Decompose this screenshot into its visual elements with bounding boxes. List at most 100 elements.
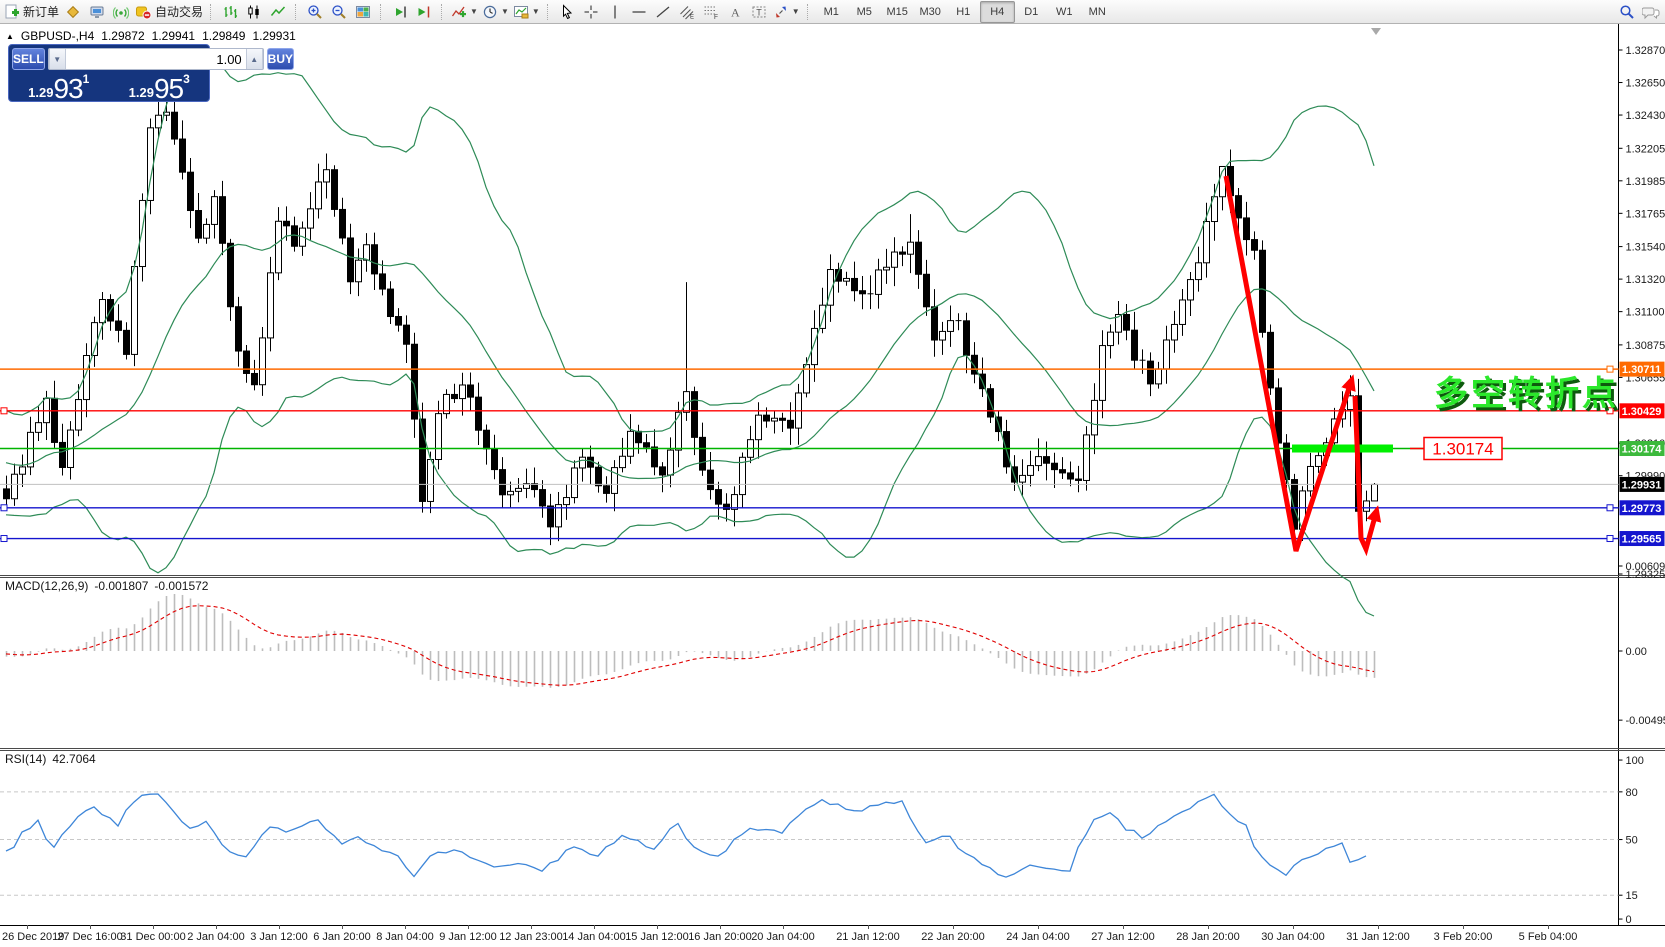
svg-text:3 Feb 20:00: 3 Feb 20:00 bbox=[1434, 931, 1493, 943]
macd-value-1: -0.001807 bbox=[94, 579, 149, 593]
svg-text:2 Jan 04:00: 2 Jan 04:00 bbox=[187, 931, 245, 943]
horizontal-line-1.29565[interactable] bbox=[0, 535, 1619, 543]
ohlc-low: 1.29849 bbox=[202, 29, 246, 43]
buy-price-pip: 3 bbox=[183, 72, 190, 86]
buy-price[interactable]: 1.29 95 3 bbox=[113, 72, 207, 103]
autotrading-label: 自动交易 bbox=[155, 5, 204, 19]
ohlc-high: 1.29941 bbox=[151, 29, 196, 43]
svg-text:1.29931: 1.29931 bbox=[1622, 479, 1662, 491]
svg-text:100: 100 bbox=[1626, 755, 1644, 767]
autotrading-button[interactable]: 自动交易 bbox=[133, 2, 205, 22]
terminal-button[interactable] bbox=[85, 2, 109, 22]
gold-diamond-icon bbox=[65, 4, 81, 20]
candlestick-chart-button[interactable] bbox=[242, 2, 266, 22]
zoom-in-button[interactable] bbox=[303, 2, 327, 22]
svg-text:27 Dec 16:00: 27 Dec 16:00 bbox=[57, 931, 122, 943]
cursor-button[interactable] bbox=[555, 2, 579, 22]
macd-histogram bbox=[5, 594, 1376, 688]
bar-chart-button[interactable] bbox=[218, 2, 242, 22]
svg-text:1.32430: 1.32430 bbox=[1626, 110, 1665, 122]
svg-text:1.31985: 1.31985 bbox=[1626, 176, 1665, 188]
signals-button[interactable] bbox=[109, 2, 133, 22]
templates-button[interactable]: ▼ bbox=[511, 2, 542, 22]
rsi-header: RSI(14) 42.7064 bbox=[5, 752, 96, 766]
one-click-trading-panel: SELL ▼ ▲ BUY 1.29 93 1 1.29 95 3 bbox=[8, 44, 295, 103]
horizontal-line-1.29773[interactable] bbox=[0, 504, 1619, 512]
tab-timeframe-d1[interactable]: D1 bbox=[1024, 5, 1039, 18]
arrows-icon bbox=[773, 4, 789, 20]
volume-input[interactable] bbox=[65, 49, 246, 69]
gold-symbol-button[interactable] bbox=[61, 2, 85, 22]
svg-text:1.30174: 1.30174 bbox=[1432, 440, 1493, 459]
text-button[interactable]: A bbox=[723, 2, 747, 22]
horizontal-line-button[interactable] bbox=[627, 2, 651, 22]
svg-text:1.29565: 1.29565 bbox=[1622, 534, 1662, 546]
trendline-button[interactable] bbox=[651, 2, 675, 22]
macd-axis[interactable]: 0.00609 0.00 -0.004954 bbox=[1618, 561, 1665, 727]
svg-text:21 Jan 12:00: 21 Jan 12:00 bbox=[836, 931, 900, 943]
tab-timeframe-m1[interactable]: M1 bbox=[823, 5, 839, 18]
candlestick-chart bbox=[3, 95, 1378, 552]
svg-text:1.30711: 1.30711 bbox=[1622, 364, 1661, 376]
signal-icon bbox=[113, 4, 130, 20]
svg-text:12 Jan 23:00: 12 Jan 23:00 bbox=[499, 931, 563, 943]
periods-button[interactable]: ▼ bbox=[480, 2, 511, 22]
tab-timeframe-h1[interactable]: H1 bbox=[956, 5, 971, 18]
chart-frame bbox=[0, 24, 1665, 947]
svg-text:20 Jan 04:00: 20 Jan 04:00 bbox=[751, 931, 815, 943]
volume-increase-button[interactable]: ▲ bbox=[245, 49, 263, 69]
indicators-button[interactable]: ▼ bbox=[449, 2, 480, 22]
tile-windows-button[interactable] bbox=[351, 2, 375, 22]
new-order-label: 新订单 bbox=[23, 5, 60, 19]
tab-timeframe-mn[interactable]: MN bbox=[1088, 5, 1106, 18]
chart-shift-button[interactable] bbox=[412, 2, 436, 22]
svg-text:1.30429: 1.30429 bbox=[1622, 406, 1662, 418]
fibonacci-button[interactable]: F bbox=[699, 2, 723, 22]
ohlc-open: 1.29872 bbox=[101, 29, 145, 43]
tab-timeframe-h4[interactable]: H4 bbox=[979, 0, 1015, 23]
zoom-out-button[interactable] bbox=[327, 2, 351, 22]
vertical-line-button[interactable] bbox=[603, 2, 627, 22]
auto-scroll-button[interactable] bbox=[388, 2, 412, 22]
buy-button[interactable]: BUY bbox=[266, 48, 295, 70]
text-label-button[interactable]: T bbox=[747, 2, 771, 22]
toolbar-separator bbox=[806, 3, 810, 20]
tab-timeframe-m5[interactable]: M5 bbox=[856, 5, 872, 18]
svg-text:6 Jan 20:00: 6 Jan 20:00 bbox=[313, 931, 371, 943]
crosshair-button[interactable] bbox=[579, 2, 603, 22]
arrows-button[interactable]: ▼ bbox=[771, 2, 802, 22]
zoom-in-icon bbox=[307, 4, 323, 20]
chart-shift-marker bbox=[1371, 28, 1381, 35]
svg-text:多空转折点: 多空转折点 bbox=[1434, 375, 1619, 413]
horizontal-line-1.30711[interactable] bbox=[0, 365, 1619, 373]
line-chart-button[interactable] bbox=[266, 2, 290, 22]
auto-scroll-icon bbox=[392, 4, 408, 20]
macd-header: MACD(12,26,9) -0.001807 -0.001572 bbox=[5, 579, 208, 593]
tab-timeframe-m30[interactable]: M30 bbox=[919, 5, 941, 18]
tab-timeframe-w1[interactable]: W1 bbox=[1055, 5, 1073, 18]
price-callout[interactable]: 1.30174 bbox=[1410, 436, 1503, 461]
tab-timeframe-m15[interactable]: M15 bbox=[886, 5, 908, 18]
rsi-axis[interactable]: 100 80 50 15 0 bbox=[1618, 755, 1644, 926]
red-trend-arrows[interactable] bbox=[1223, 175, 1382, 557]
macd-value-2: -0.001572 bbox=[154, 579, 209, 593]
horizontal-line-1.30429[interactable] bbox=[0, 407, 1619, 415]
chart-window-title: ▲ GBPUSD-,H4 1.29872 1.29941 1.29849 1.2… bbox=[6, 29, 296, 43]
chat-button[interactable] bbox=[1639, 2, 1663, 22]
new-order-button[interactable]: 新订单 bbox=[2, 2, 61, 22]
price-axis-badges: 1.30711 1.30429 1.30174 1.29931 1.29773 1.295… bbox=[1619, 361, 1665, 547]
channel-button[interactable]: E bbox=[675, 2, 699, 22]
volume-decrease-button[interactable]: ▼ bbox=[48, 49, 66, 69]
rsi-level-lines bbox=[0, 791, 1619, 896]
sell-button[interactable]: SELL bbox=[12, 48, 45, 70]
sell-price[interactable]: 1.29 93 1 bbox=[12, 73, 106, 103]
svg-text:T: T bbox=[756, 7, 762, 17]
svg-text:1.32650: 1.32650 bbox=[1626, 78, 1665, 90]
volume-box: ▼ ▲ bbox=[47, 48, 264, 70]
toolbar-separator bbox=[380, 3, 383, 20]
support-zone-bar[interactable] bbox=[1292, 444, 1393, 453]
svg-text:14 Jan 04:00: 14 Jan 04:00 bbox=[562, 931, 626, 943]
search-button[interactable] bbox=[1615, 2, 1639, 22]
